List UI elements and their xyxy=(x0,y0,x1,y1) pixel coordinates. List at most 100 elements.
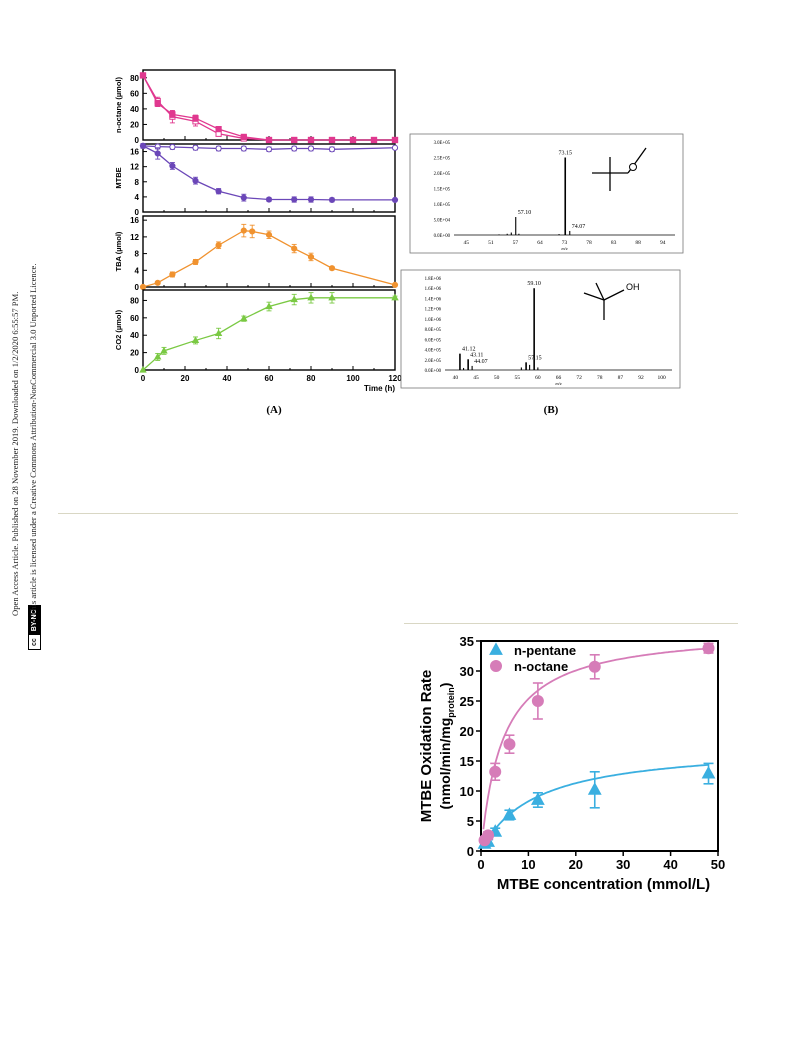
y-tick-label: 30 xyxy=(460,664,474,679)
spectrum-frame xyxy=(400,269,681,389)
x-tick-label: 80 xyxy=(307,374,316,383)
data-point xyxy=(154,100,161,107)
x-tick-label: 45 xyxy=(473,375,479,381)
y-tick-label: 0 xyxy=(467,844,474,859)
y-tick-label: 12 xyxy=(130,163,139,172)
y-tick-label: 0.0E+00 xyxy=(434,234,451,239)
y-tick-label: 16 xyxy=(130,216,139,225)
x-tick-label: 30 xyxy=(616,857,630,872)
data-point xyxy=(328,293,336,301)
data-point xyxy=(488,824,503,837)
x-tick-label: 51 xyxy=(488,240,494,246)
peak-label: 41.12 xyxy=(462,347,476,353)
y-axis-label: MTBE Oxidation Rate xyxy=(418,670,435,823)
data-point xyxy=(328,146,336,153)
y-tick-label: 20 xyxy=(130,120,139,129)
legend-label: n-pentane xyxy=(514,643,576,658)
y-tick-label: 4 xyxy=(135,193,140,202)
cc-icon: cc xyxy=(29,634,40,649)
data-point xyxy=(481,834,496,847)
y-tick-label: 2.0E+05 xyxy=(434,172,451,177)
x-axis-label: m/z xyxy=(555,381,562,386)
subplot-frame xyxy=(142,69,396,141)
panel-a-label: (A) xyxy=(266,404,282,416)
y-tick-label: 1.2E+06 xyxy=(425,308,442,313)
x-tick-label: 120 xyxy=(388,374,402,383)
panel-a-timecourse: 0 20 40 60 80 n-octane (µmol) 0 4 8 12 16 MTBE 0 4 8 12… xyxy=(114,69,402,393)
x-tick-label: 100 xyxy=(658,375,667,381)
x-axis-label: m/z xyxy=(561,246,568,251)
x-tick-label: 50 xyxy=(494,375,500,381)
data-point xyxy=(391,196,399,204)
series-line xyxy=(142,75,395,141)
series-line xyxy=(142,229,396,288)
data-point xyxy=(349,136,357,144)
data-point xyxy=(265,231,273,238)
y-tick-label: 8 xyxy=(135,250,140,259)
y-tick-label: 8.0E+05 xyxy=(425,328,442,333)
x-tick-label: 87 xyxy=(618,375,624,381)
data-point xyxy=(482,829,495,842)
y-tick-label: 35 xyxy=(460,634,474,649)
x-tick-label: 94 xyxy=(660,240,666,246)
data-point xyxy=(240,227,247,234)
x-tick-label: 50 xyxy=(711,857,725,872)
fit-curve xyxy=(482,763,709,847)
y-axis-label-units: (nmol/min/mgprotein) xyxy=(437,683,456,810)
x-axis-label: Time (h) xyxy=(364,384,395,393)
section-divider xyxy=(58,513,738,514)
y-tick-label: 20 xyxy=(460,724,474,739)
data-point xyxy=(215,126,222,133)
peak-label: 59.10 xyxy=(527,281,541,287)
data-point xyxy=(240,145,247,152)
legend-marker xyxy=(489,642,503,655)
data-point xyxy=(588,660,601,673)
data-point xyxy=(587,782,602,795)
tba-structure-bond xyxy=(595,282,605,301)
y-tick-label: 25 xyxy=(460,694,474,709)
data-point xyxy=(503,738,516,751)
data-point xyxy=(214,329,223,337)
peak-label: 74.07 xyxy=(572,224,586,230)
y-axis-label: n-octane (µmol) xyxy=(114,77,123,133)
data-point xyxy=(139,365,147,373)
data-point xyxy=(328,196,336,204)
y-tick-label: 0.0E+00 xyxy=(425,369,442,374)
data-point xyxy=(215,188,222,195)
data-point xyxy=(154,150,161,157)
x-tick-label: 20 xyxy=(181,374,190,383)
data-point xyxy=(154,279,161,286)
y-tick-label: 40 xyxy=(130,331,139,340)
mtbe-structure-bond xyxy=(635,147,647,163)
x-tick-label: 92 xyxy=(638,375,644,381)
data-point xyxy=(391,136,399,144)
peak-label: 57.10 xyxy=(518,210,532,216)
y-tick-label: 1.0E+05 xyxy=(434,203,451,208)
x-tick-label: 40 xyxy=(453,375,459,381)
data-point xyxy=(391,281,399,289)
data-point xyxy=(370,136,378,144)
x-tick-label: 60 xyxy=(535,375,541,381)
data-point xyxy=(265,302,273,310)
legend-label: n-octane xyxy=(514,659,568,674)
data-point xyxy=(328,265,336,272)
y-tick-label: 0 xyxy=(135,136,140,145)
x-tick-label: 78 xyxy=(586,240,592,246)
data-point xyxy=(169,162,176,170)
x-tick-label: 88 xyxy=(635,240,641,246)
data-point xyxy=(291,136,298,144)
data-point xyxy=(307,196,315,203)
y-tick-label: 8 xyxy=(135,178,140,187)
data-point xyxy=(191,336,200,344)
data-point xyxy=(240,314,248,322)
x-tick-label: 64 xyxy=(537,240,543,246)
y-tick-label: 10 xyxy=(460,784,474,799)
data-point xyxy=(391,144,399,151)
x-tick-label: 73 xyxy=(562,240,568,246)
spectrum-frame xyxy=(409,133,684,254)
peak-label: 44.07 xyxy=(474,359,488,365)
x-tick-label: 83 xyxy=(611,240,617,246)
subplot-frame xyxy=(142,215,396,288)
series-line xyxy=(142,145,395,201)
data-point xyxy=(477,836,492,849)
